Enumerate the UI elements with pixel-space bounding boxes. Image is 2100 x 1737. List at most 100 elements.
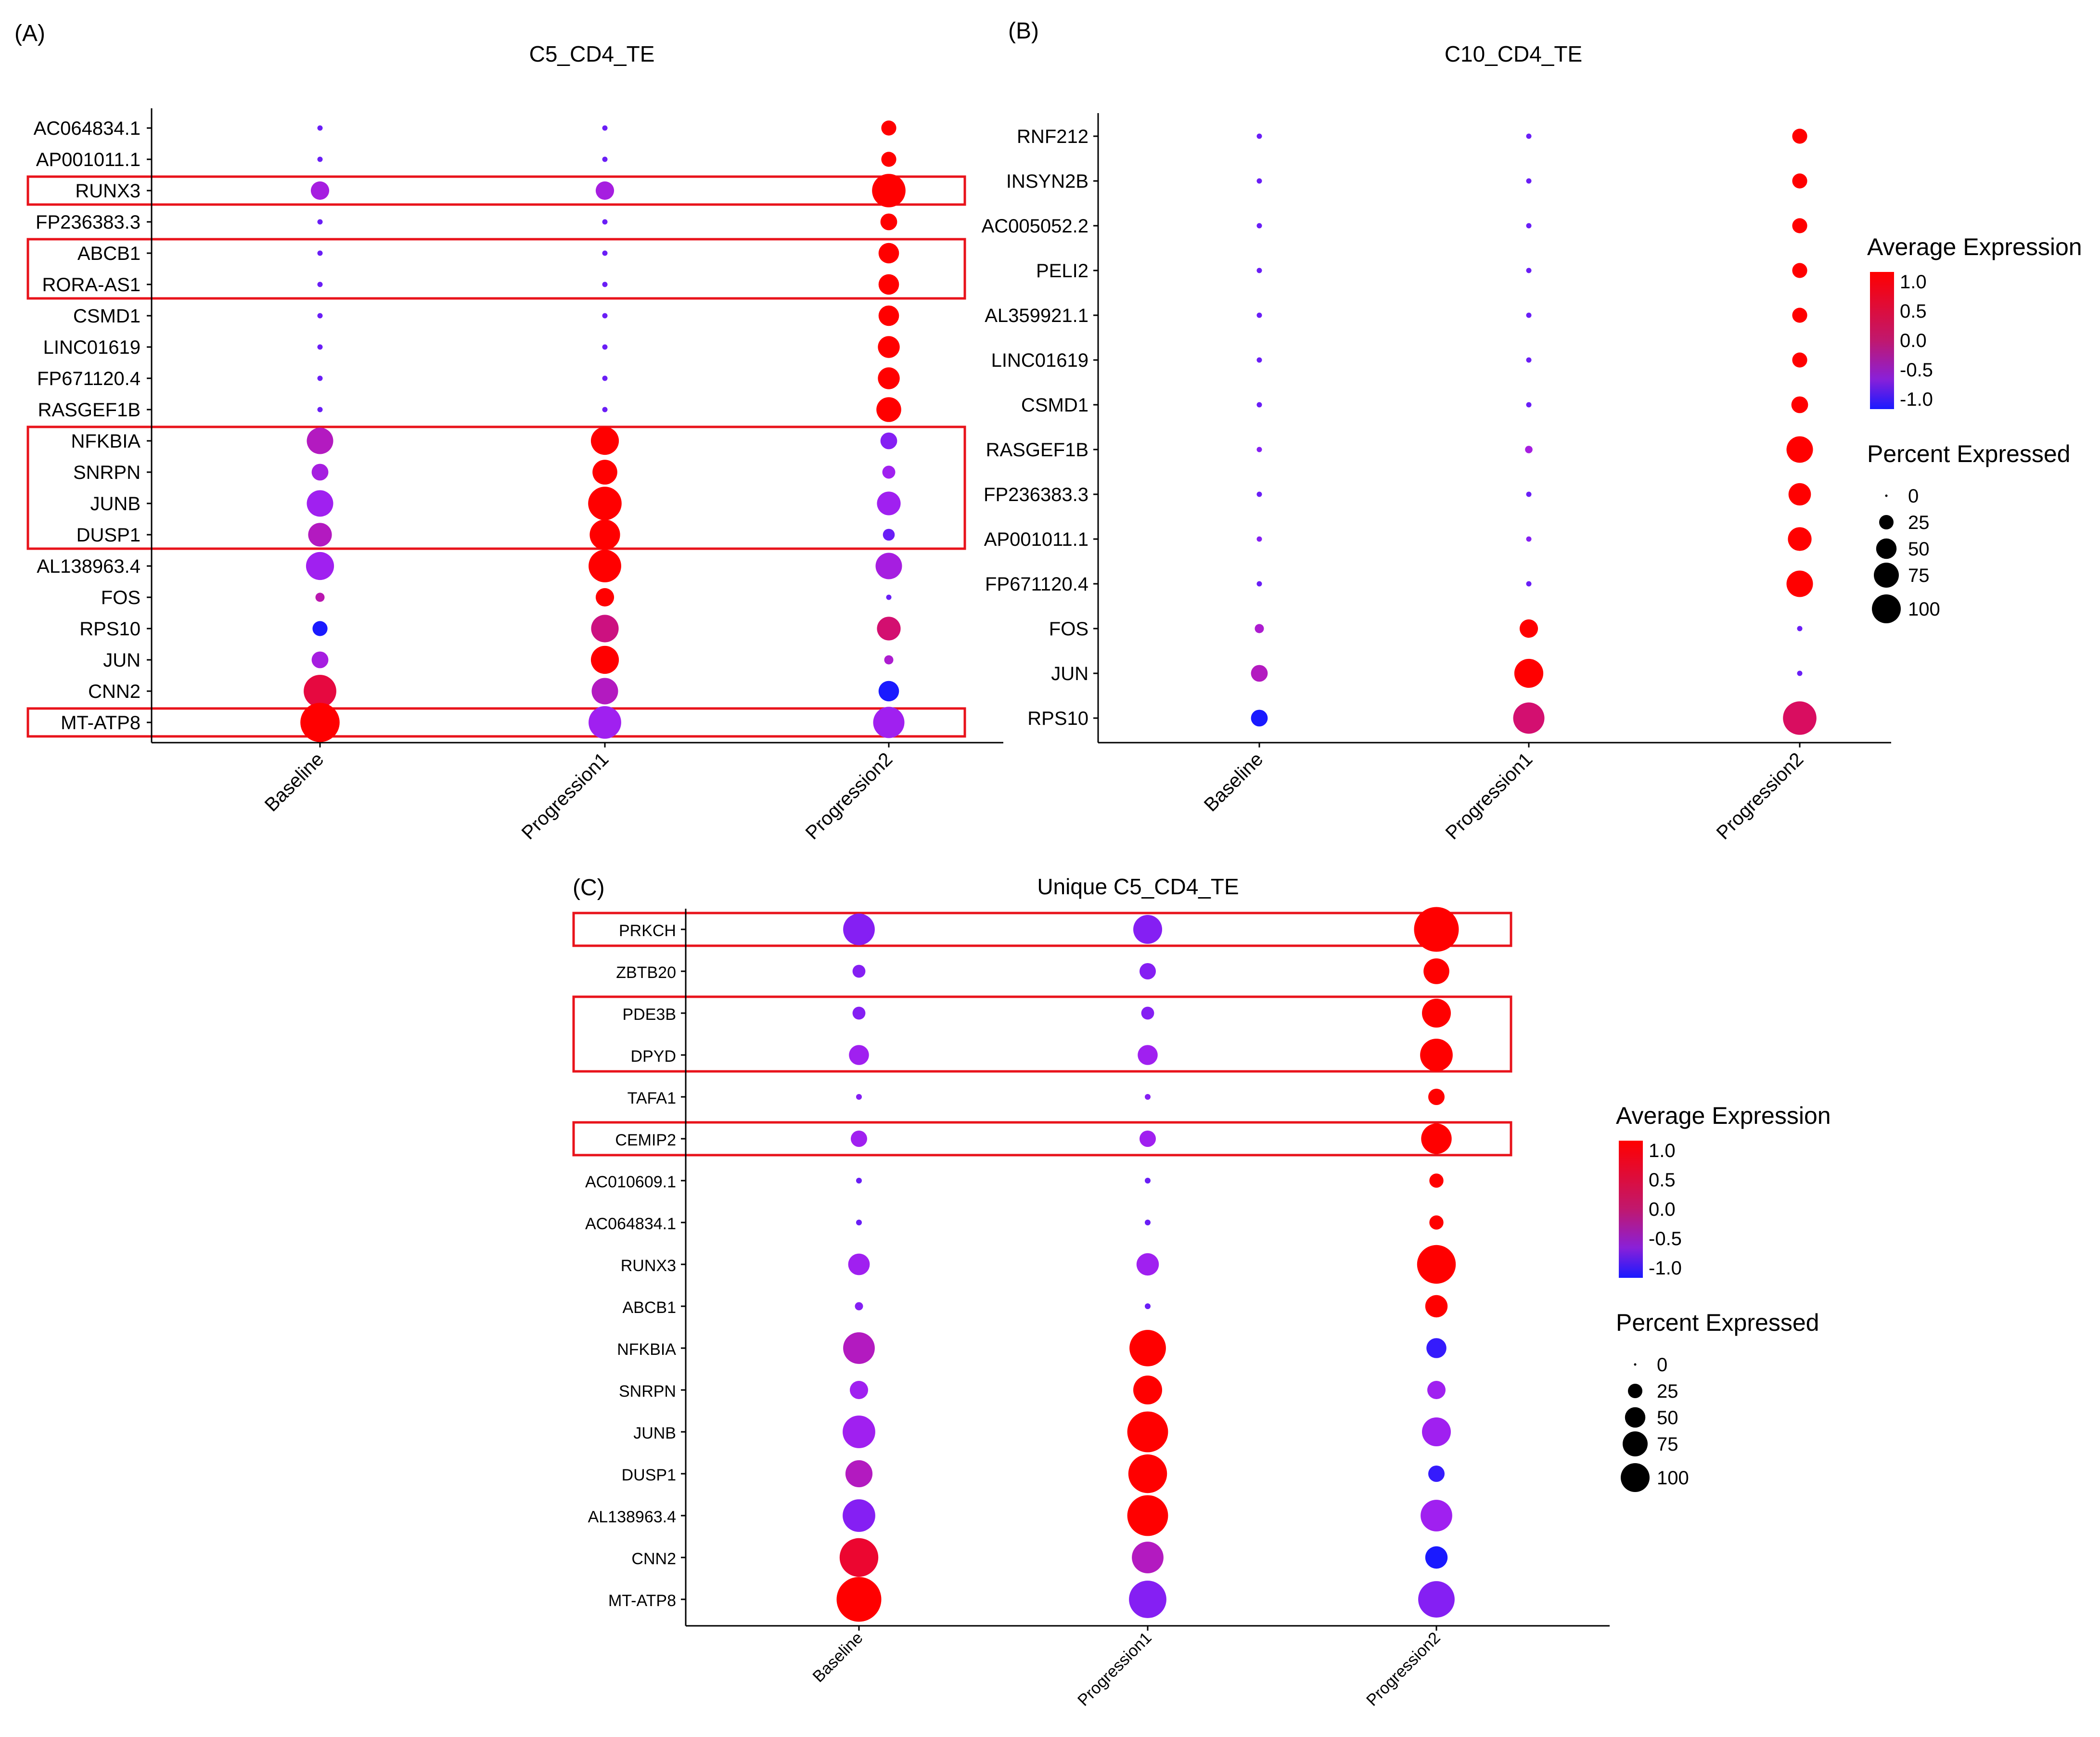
- expression-dot: [1145, 1094, 1151, 1100]
- expression-dot: [1256, 223, 1262, 229]
- expression-dot: [1426, 1338, 1447, 1358]
- avg-expression-tick: 0.5: [1900, 301, 1927, 322]
- expression-dot: [881, 120, 896, 136]
- gene-label: PRKCH: [619, 922, 676, 940]
- pct-expressed-dot: [1874, 563, 1899, 588]
- gene-label: SNRPN: [73, 462, 141, 483]
- expression-dot: [1526, 357, 1532, 363]
- gene-label: DUSP1: [77, 525, 141, 546]
- expression-dot: [1526, 268, 1532, 273]
- gene-label: CNN2: [88, 681, 141, 702]
- highlight-box: [26, 425, 966, 550]
- expression-dot: [1786, 570, 1813, 597]
- expression-dot: [882, 465, 896, 479]
- pct-expressed-dot: [1628, 1384, 1642, 1398]
- gene-label: FP236383.3: [36, 212, 141, 233]
- expression-dot: [1526, 581, 1532, 587]
- expression-dot: [304, 675, 336, 708]
- pct-expressed-tick: 25: [1657, 1381, 1678, 1402]
- expression-dot: [602, 375, 608, 381]
- expression-dot: [1133, 1376, 1162, 1404]
- expression-dot: [311, 651, 329, 669]
- expression-dot: [849, 1045, 869, 1065]
- expression-dot: [1526, 178, 1532, 184]
- expression-dot: [1513, 702, 1545, 734]
- panel-b-title: C10_CD4_TE: [1445, 41, 1582, 66]
- expression-dot: [1256, 178, 1262, 184]
- expression-dot: [590, 426, 619, 455]
- expression-dot: [1422, 1417, 1451, 1446]
- expression-dot: [1514, 658, 1544, 688]
- expression-dot: [590, 645, 619, 674]
- expression-dot: [856, 1178, 862, 1184]
- expression-dot: [881, 152, 896, 167]
- gene-label: MT-ATP8: [608, 1592, 676, 1610]
- expression-dot: [311, 463, 329, 481]
- panel-a-title: C5_CD4_TE: [529, 41, 655, 66]
- category-label: Progression2: [1713, 748, 1808, 844]
- highlight-box: [572, 1121, 1512, 1157]
- expression-dot: [1256, 447, 1262, 452]
- expression-dot: [856, 1220, 862, 1225]
- category-label: Baseline: [809, 1629, 867, 1686]
- expression-dot: [1129, 1581, 1166, 1618]
- pct-expressed-dot: [1625, 1407, 1646, 1428]
- expression-dot: [300, 703, 340, 742]
- expression-dot: [1127, 1411, 1168, 1453]
- avg-expression-tick: -0.5: [1649, 1228, 1682, 1249]
- expression-dot: [1792, 352, 1807, 368]
- highlight-box: [26, 707, 966, 738]
- avg-expression-tick: -0.5: [1900, 360, 1933, 381]
- avg-expression-tick: -1.0: [1900, 389, 1933, 410]
- expression-dot: [836, 1577, 882, 1622]
- gene-label: DPYD: [631, 1047, 676, 1066]
- gene-label: RPS10: [79, 618, 141, 640]
- expression-dot: [1256, 402, 1262, 408]
- expression-dot: [1421, 1500, 1452, 1531]
- expression-dot: [1428, 1466, 1445, 1482]
- expression-dot: [878, 367, 900, 389]
- pct-expressed-tick: 50: [1657, 1407, 1678, 1428]
- expression-dot: [852, 1006, 866, 1020]
- gene-label: AC010609.1: [585, 1173, 676, 1191]
- expression-dot: [1791, 396, 1808, 413]
- expression-dot: [880, 213, 897, 231]
- pct-expressed-tick: 75: [1908, 565, 1930, 586]
- expression-dot: [1526, 133, 1532, 139]
- expression-dot: [1526, 223, 1532, 229]
- gene-label: JUNB: [633, 1424, 676, 1442]
- expression-dot: [878, 274, 899, 295]
- expression-dot: [1251, 665, 1268, 682]
- pct-expressed-tick: 100: [1908, 599, 1940, 620]
- expression-dot: [878, 243, 899, 264]
- expression-dot: [312, 621, 328, 636]
- expression-dot: [843, 1415, 875, 1448]
- category-label: Baseline: [1200, 748, 1268, 816]
- expression-dot: [1425, 1295, 1448, 1318]
- pct-expressed-legend-title: Percent Expressed: [1867, 440, 2070, 467]
- expression-dot: [589, 706, 621, 739]
- expression-dot: [1421, 1123, 1452, 1154]
- expression-dot: [602, 282, 608, 287]
- gene-label: FP236383.3: [984, 484, 1088, 505]
- gene-label: AP001011.1: [984, 529, 1088, 550]
- gene-label: FP671120.4: [985, 574, 1088, 595]
- pct-expressed-dot: [1885, 494, 1888, 497]
- expression-dot: [851, 1131, 867, 1147]
- expression-dot: [315, 592, 325, 602]
- expression-dot: [1256, 357, 1262, 363]
- gene-label: RPS10: [1027, 708, 1088, 729]
- panel-b-letter: (B): [1008, 18, 1039, 44]
- panel-c-plot: PRKCH ZBTB20 PDE3B DPYD TAFA1 CEMIP2 AC010609.…: [572, 907, 1610, 1710]
- avg-expression-tick: 1.0: [1649, 1140, 1676, 1161]
- gene-label: ZBTB20: [616, 964, 676, 982]
- expression-dot: [1427, 1381, 1446, 1399]
- expression-dot: [1526, 491, 1532, 497]
- legend-top: Average Expression 1.0 0.5 0.0 -0.5 -1.0 Perce…: [1867, 233, 2082, 623]
- expression-dot: [1792, 218, 1807, 233]
- legend-bottom: Average Expression 1.0 0.5 0.0 -0.5 -1.0 Perce…: [1616, 1102, 1831, 1492]
- gene-label: RUNX3: [75, 180, 141, 202]
- expression-dot: [1797, 626, 1803, 631]
- gene-label: CSMD1: [73, 306, 141, 327]
- expression-dot: [1792, 129, 1807, 144]
